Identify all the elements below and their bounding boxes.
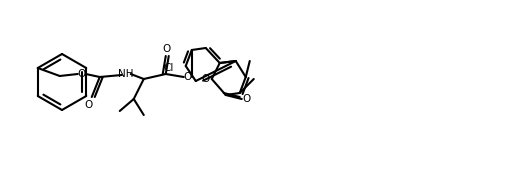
Text: Cl: Cl — [163, 63, 174, 73]
Text: O: O — [163, 44, 171, 54]
Text: O: O — [184, 72, 192, 82]
Text: O: O — [243, 94, 251, 104]
Text: O: O — [78, 69, 86, 79]
Text: O: O — [202, 74, 210, 84]
Text: O: O — [85, 100, 93, 110]
Text: NH: NH — [118, 69, 134, 79]
